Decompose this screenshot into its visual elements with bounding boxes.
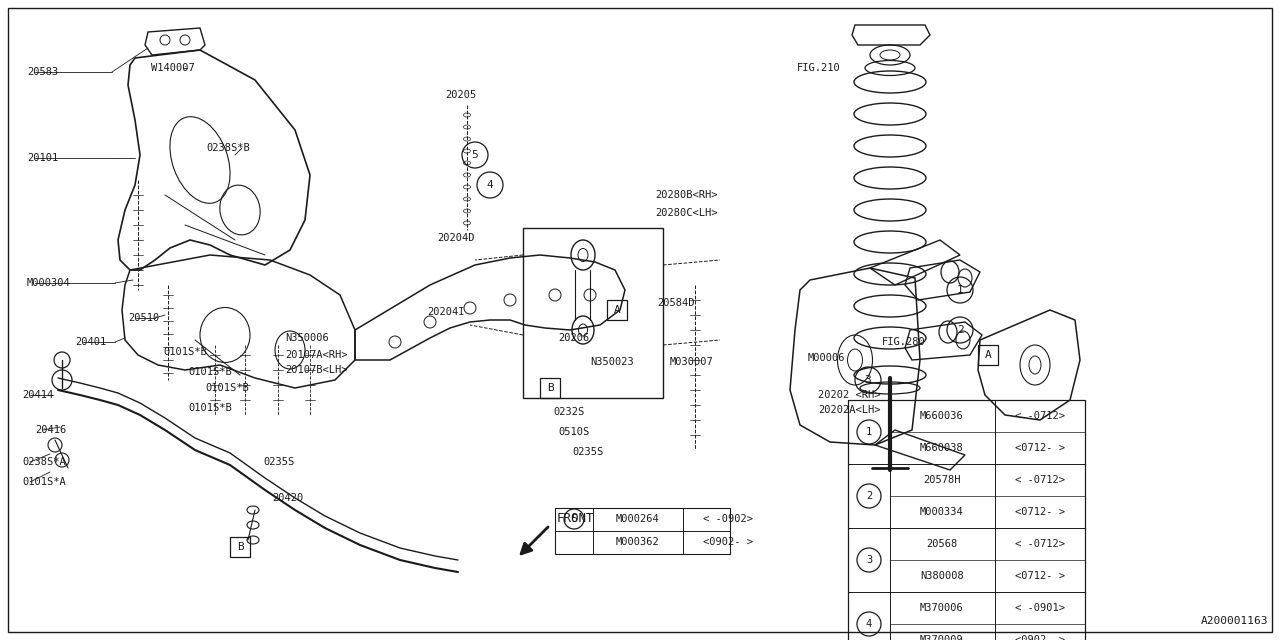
Text: 3: 3 [864, 375, 872, 385]
Text: 20420: 20420 [273, 493, 303, 503]
Text: <0712- >: <0712- > [1015, 507, 1065, 517]
Text: 20568: 20568 [927, 539, 957, 549]
Text: M000362: M000362 [616, 537, 660, 547]
Text: B: B [547, 383, 553, 393]
Text: 0101S*B: 0101S*B [205, 383, 248, 393]
Text: 0510S: 0510S [558, 427, 589, 437]
Text: 4: 4 [865, 619, 872, 629]
Text: 20583: 20583 [27, 67, 59, 77]
Text: 0235S: 0235S [572, 447, 603, 457]
Text: < -0901>: < -0901> [1015, 603, 1065, 613]
Text: A200001163: A200001163 [1201, 616, 1268, 626]
Text: 2: 2 [865, 491, 872, 501]
Text: A: A [984, 350, 992, 360]
Text: 20204I: 20204I [428, 307, 465, 317]
Text: 5: 5 [471, 150, 479, 160]
Bar [849, 400, 1085, 640]
Text: 20584D: 20584D [657, 298, 695, 308]
Text: 0235S: 0235S [262, 457, 294, 467]
Text: < -0902>: < -0902> [703, 514, 753, 524]
Text: 20202 <RH>: 20202 <RH> [818, 390, 881, 400]
Text: FRONT: FRONT [557, 511, 594, 525]
Text: B: B [237, 542, 243, 552]
Text: <0712- >: <0712- > [1015, 443, 1065, 453]
Text: FIG.280: FIG.280 [882, 337, 925, 347]
Bar [607, 300, 627, 320]
Text: <0902- >: <0902- > [1015, 635, 1065, 640]
Text: < -0712>: < -0712> [1015, 411, 1065, 421]
Text: A: A [613, 305, 621, 315]
Text: 4: 4 [486, 180, 493, 190]
Text: 0238S*A: 0238S*A [22, 457, 65, 467]
Text: M000264: M000264 [616, 514, 660, 524]
Text: 20101: 20101 [27, 153, 59, 163]
Text: 0238S*B: 0238S*B [206, 143, 250, 153]
Text: 20202A<LH>: 20202A<LH> [818, 405, 881, 415]
Text: 5: 5 [571, 514, 577, 524]
Text: N350023: N350023 [590, 357, 634, 367]
Text: 3: 3 [865, 555, 872, 565]
Text: M030007: M030007 [669, 357, 714, 367]
Text: 20107A<RH>: 20107A<RH> [285, 350, 347, 360]
Text: 20280B<RH>: 20280B<RH> [655, 190, 718, 200]
Text: 0232S: 0232S [553, 407, 584, 417]
Text: M000304: M000304 [27, 278, 70, 288]
Text: < -0712>: < -0712> [1015, 539, 1065, 549]
Text: N350006: N350006 [285, 333, 329, 343]
Text: 20510: 20510 [128, 313, 159, 323]
Text: 0101S*A: 0101S*A [22, 477, 65, 487]
Text: 20414: 20414 [22, 390, 54, 400]
Text: 20205: 20205 [445, 90, 476, 100]
Text: 20280C<LH>: 20280C<LH> [655, 208, 718, 218]
Text: 20578H: 20578H [923, 475, 961, 485]
Text: M00006: M00006 [808, 353, 846, 363]
Bar [978, 345, 998, 365]
Bar [556, 508, 730, 554]
Text: <0902- >: <0902- > [703, 537, 753, 547]
Text: 20204D: 20204D [436, 233, 475, 243]
Text: M000334: M000334 [920, 507, 964, 517]
Text: 20401: 20401 [76, 337, 106, 347]
Text: <0712- >: <0712- > [1015, 571, 1065, 581]
Text: M660036: M660036 [920, 411, 964, 421]
Bar [540, 378, 561, 398]
Text: 2: 2 [956, 325, 964, 335]
Text: M370009: M370009 [920, 635, 964, 640]
Text: FIG.210: FIG.210 [797, 63, 841, 73]
Text: 0101S*B: 0101S*B [188, 403, 232, 413]
Text: < -0712>: < -0712> [1015, 475, 1065, 485]
Bar [524, 228, 663, 398]
Text: 1: 1 [865, 427, 872, 437]
Text: 20107B<LH>: 20107B<LH> [285, 365, 347, 375]
Text: W140007: W140007 [151, 63, 195, 73]
Text: 0101S*B: 0101S*B [188, 367, 232, 377]
Text: 20206: 20206 [558, 333, 589, 343]
Text: 1: 1 [956, 285, 964, 295]
Bar [230, 537, 250, 557]
Text: M660038: M660038 [920, 443, 964, 453]
Text: 0101S*B: 0101S*B [163, 347, 207, 357]
Text: M370006: M370006 [920, 603, 964, 613]
Text: N380008: N380008 [920, 571, 964, 581]
Text: 20416: 20416 [35, 425, 67, 435]
